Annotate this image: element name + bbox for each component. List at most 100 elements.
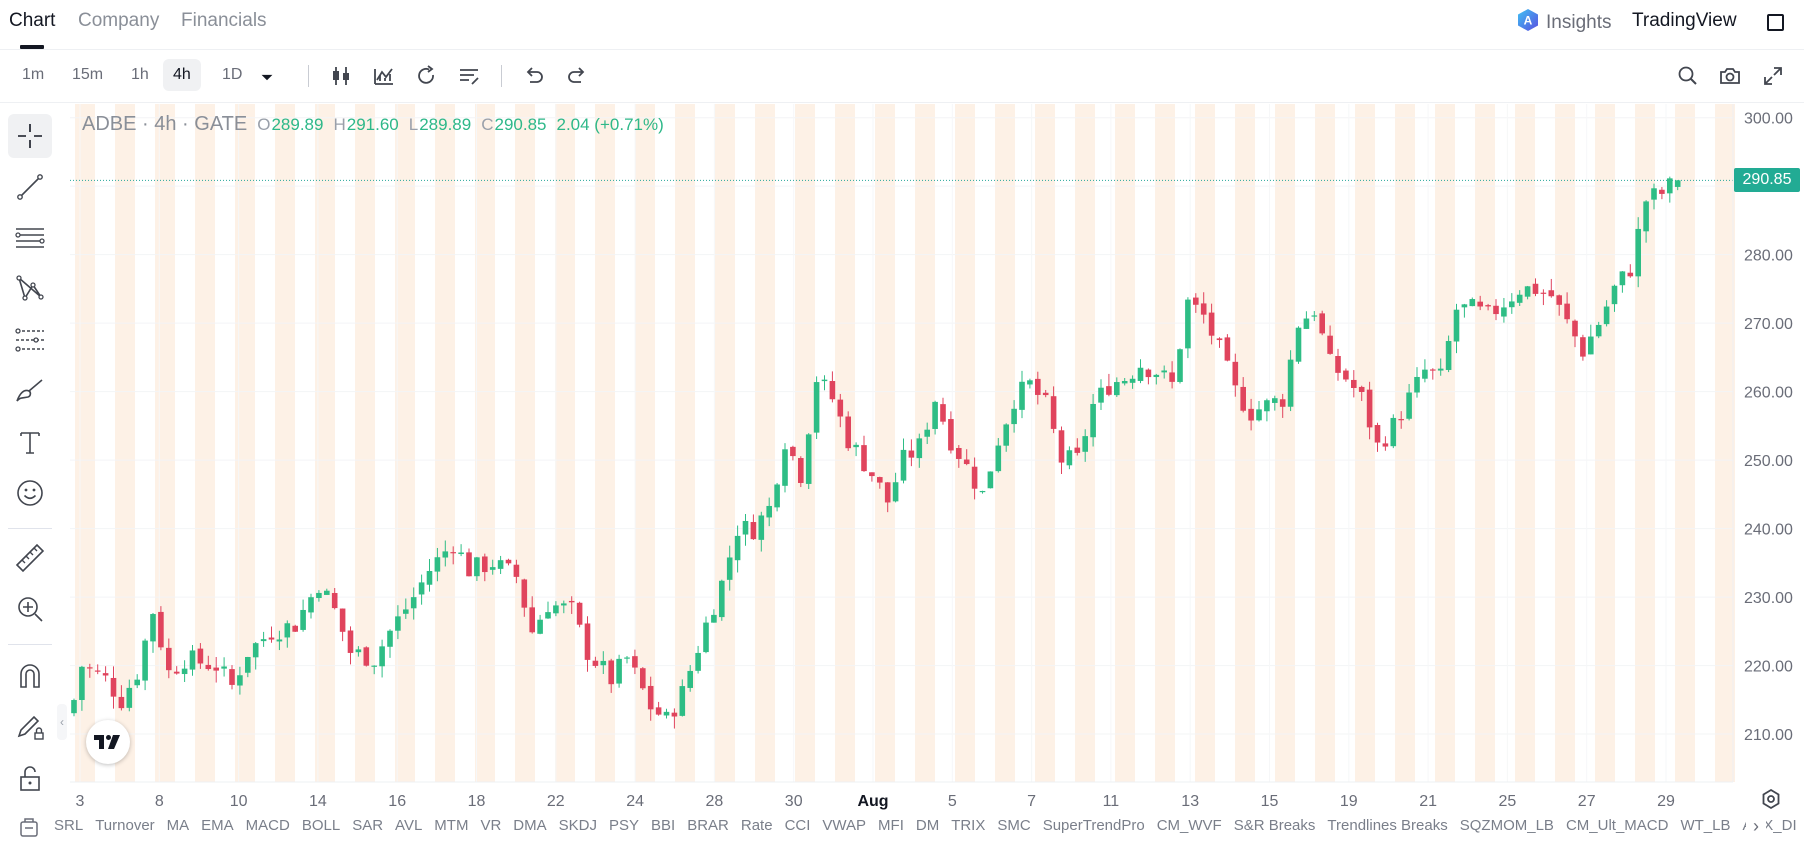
indicator-item[interactable]: VWAP [822, 817, 867, 834]
emoji-tool[interactable] [8, 471, 52, 515]
drawing-mode-tool[interactable] [8, 705, 52, 749]
indicator-item[interactable]: SKDJ [558, 817, 597, 834]
replay-icon[interactable] [413, 63, 439, 89]
indicator-item[interactable]: Turnover [95, 817, 155, 834]
price-tick-label: 260.00 [1744, 385, 1793, 402]
fib-tool[interactable] [8, 216, 52, 260]
text-tool[interactable] [8, 420, 52, 464]
candle [1453, 303, 1460, 354]
indicator-item[interactable]: MA [166, 817, 190, 834]
undo-icon[interactable] [521, 63, 547, 89]
candle [1137, 359, 1144, 384]
indicator-library-icon[interactable] [18, 817, 40, 839]
zoom-in-icon [18, 597, 43, 622]
candle [347, 626, 354, 665]
session-band [675, 104, 695, 782]
candle [1169, 361, 1175, 389]
collapse-toolbar-handle[interactable]: ‹ [57, 704, 67, 740]
magnet-tool[interactable] [8, 654, 52, 698]
candle [529, 596, 535, 634]
session-band [1315, 104, 1335, 782]
interval-15m[interactable]: 15m [72, 66, 104, 83]
candle [371, 665, 377, 675]
interval-1d[interactable]: 1D [222, 66, 243, 83]
zoom-in-tool[interactable] [8, 587, 52, 631]
indicator-item[interactable]: TRIX [951, 817, 986, 834]
tab-company[interactable]: Company [78, 10, 160, 31]
brush-tool[interactable] [8, 369, 52, 413]
indicator-item[interactable]: Trendlines Breaks [1327, 817, 1448, 834]
drawing-toolbar [0, 104, 60, 824]
candle [505, 558, 512, 566]
tab-financials[interactable]: Financials [181, 10, 267, 31]
high-value: 291.60 [346, 115, 399, 134]
indicator-item[interactable]: SQZMOM_LB [1459, 817, 1554, 834]
candle [1358, 385, 1365, 402]
indicator-item[interactable]: S&R Breaks [1233, 817, 1316, 834]
indicator-item[interactable]: CCI [784, 817, 811, 834]
candle [837, 393, 844, 428]
interval-1m[interactable]: 1m [22, 66, 45, 83]
indicator-item[interactable]: BRAR [687, 817, 729, 834]
candle [1287, 350, 1294, 412]
indicator-item[interactable]: DM [915, 817, 940, 834]
indicator-item[interactable]: SuperTrendPro [1042, 817, 1145, 834]
tab-chart[interactable]: Chart [9, 10, 56, 31]
candle [1667, 176, 1673, 203]
indicator-item[interactable]: SMC [997, 817, 1031, 834]
templates-icon[interactable] [456, 63, 482, 89]
indicator-item[interactable]: MFI [878, 817, 904, 834]
indicator-item[interactable]: CM_Ult_MACD [1565, 817, 1669, 834]
candle [1651, 183, 1657, 210]
low-label: L [408, 115, 419, 134]
indicator-item[interactable]: DMA [513, 817, 547, 834]
candle [1050, 386, 1057, 434]
indicator-item[interactable]: WT_LB [1680, 817, 1731, 834]
forecast-tool[interactable] [8, 318, 52, 362]
indicator-item[interactable]: BBI [651, 817, 676, 834]
lock-tool[interactable] [8, 756, 52, 800]
candle [545, 601, 551, 619]
symbol-label[interactable]: ADBE · 4h · GATE [82, 113, 248, 135]
search-icon[interactable] [1675, 63, 1701, 89]
indicator-item[interactable]: SRL [54, 817, 84, 834]
crosshair-tool[interactable] [8, 114, 52, 158]
candle [1279, 393, 1286, 418]
indicator-bar: SRL Turnover MA EMA MACD BOLL SAR AVL MTM VR DMA SK… [0, 814, 1804, 842]
indicator-item[interactable]: SAR [352, 817, 384, 834]
expand-icon[interactable] [1760, 63, 1786, 89]
redo-icon[interactable] [564, 63, 590, 89]
candle [813, 376, 820, 439]
candle [1248, 398, 1254, 431]
chart-settings-icon[interactable] [1758, 786, 1784, 812]
trendline-tool[interactable] [8, 165, 52, 209]
measure-tool[interactable] [8, 536, 52, 580]
tradingview-logo[interactable] [86, 720, 130, 764]
indicators-icon[interactable] [371, 63, 397, 89]
indicator-item[interactable]: BOLL [301, 817, 341, 834]
indicator-item[interactable]: MACD [245, 817, 290, 834]
candle [126, 679, 133, 712]
camera-icon[interactable] [1717, 63, 1743, 89]
chevron-right-icon[interactable]: › [1746, 816, 1766, 838]
session-band [75, 104, 95, 782]
indicator-item[interactable]: EMA [201, 817, 234, 834]
candle [1153, 373, 1160, 385]
candles-icon[interactable] [328, 63, 354, 89]
indicator-item[interactable]: VR [480, 817, 502, 834]
insights-button[interactable]: A Insights [1516, 9, 1611, 36]
indicator-item[interactable]: CM_WVF [1156, 817, 1222, 834]
checkbox-icon[interactable] [1767, 14, 1784, 31]
session-band [1035, 104, 1055, 782]
indicator-item[interactable]: Rate [740, 817, 773, 834]
interval-1h[interactable]: 1h [131, 66, 149, 83]
session-band [1715, 104, 1735, 782]
indicator-item[interactable]: PSY [608, 817, 639, 834]
indicator-item[interactable]: AVL [395, 817, 423, 834]
interval-4h[interactable]: 4h [163, 59, 201, 91]
indicator-item[interactable]: MTM [434, 817, 469, 834]
pattern-tool[interactable] [8, 267, 52, 311]
candle [474, 556, 480, 581]
chevron-down-icon[interactable] [254, 64, 278, 88]
